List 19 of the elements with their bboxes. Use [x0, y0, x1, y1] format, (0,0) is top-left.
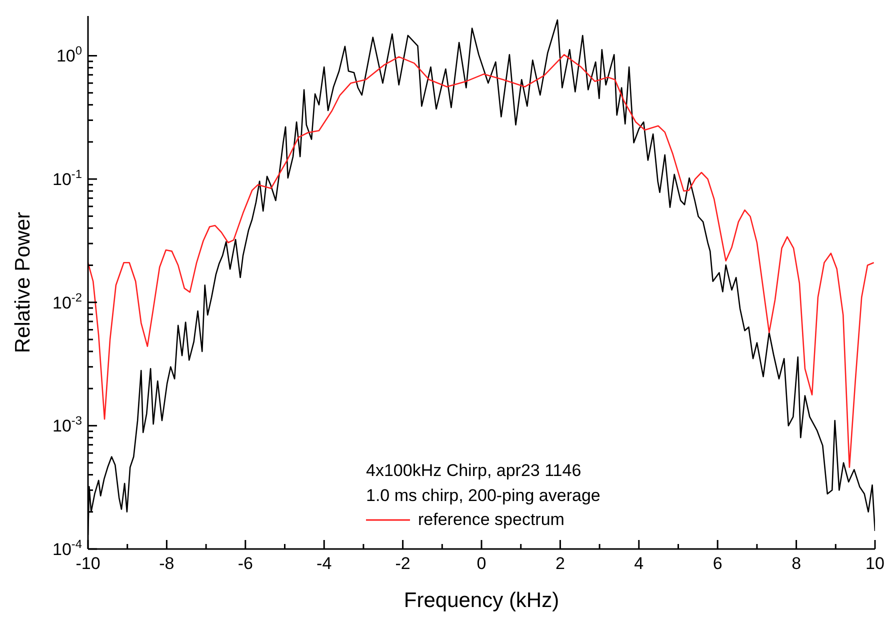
x-tick-label: 0 [476, 554, 486, 573]
x-axis-title: Frequency (kHz) [404, 589, 560, 612]
y-tick-label: 10$^{-3}$ [52, 414, 82, 436]
annotation: 1.0 ms chirp, 200-ping average [366, 485, 600, 507]
y-tick-label: 10$^{-1}$ [52, 167, 82, 190]
x-tick-label: -4 [316, 554, 332, 573]
y-tick-label: 10$^{-2}$ [52, 290, 82, 312]
x-tick-label: 2 [555, 554, 565, 573]
legend-label: reference spectrum [418, 509, 564, 531]
x-tick-label: -2 [395, 554, 410, 573]
x-tick-label: 10 [866, 554, 884, 573]
x-tick-label: 4 [634, 554, 644, 573]
x-tick-label: -6 [238, 554, 253, 573]
y-axis-title: Relative Power [11, 212, 34, 354]
x-tick-label: 6 [712, 554, 722, 573]
x-tick-label: -8 [159, 554, 174, 573]
y-tick-label: 10$^{0}$ [56, 44, 82, 66]
x-tick-label: 8 [792, 554, 802, 573]
annotation: 4x100kHz Chirp, apr23 1146 [366, 460, 582, 482]
